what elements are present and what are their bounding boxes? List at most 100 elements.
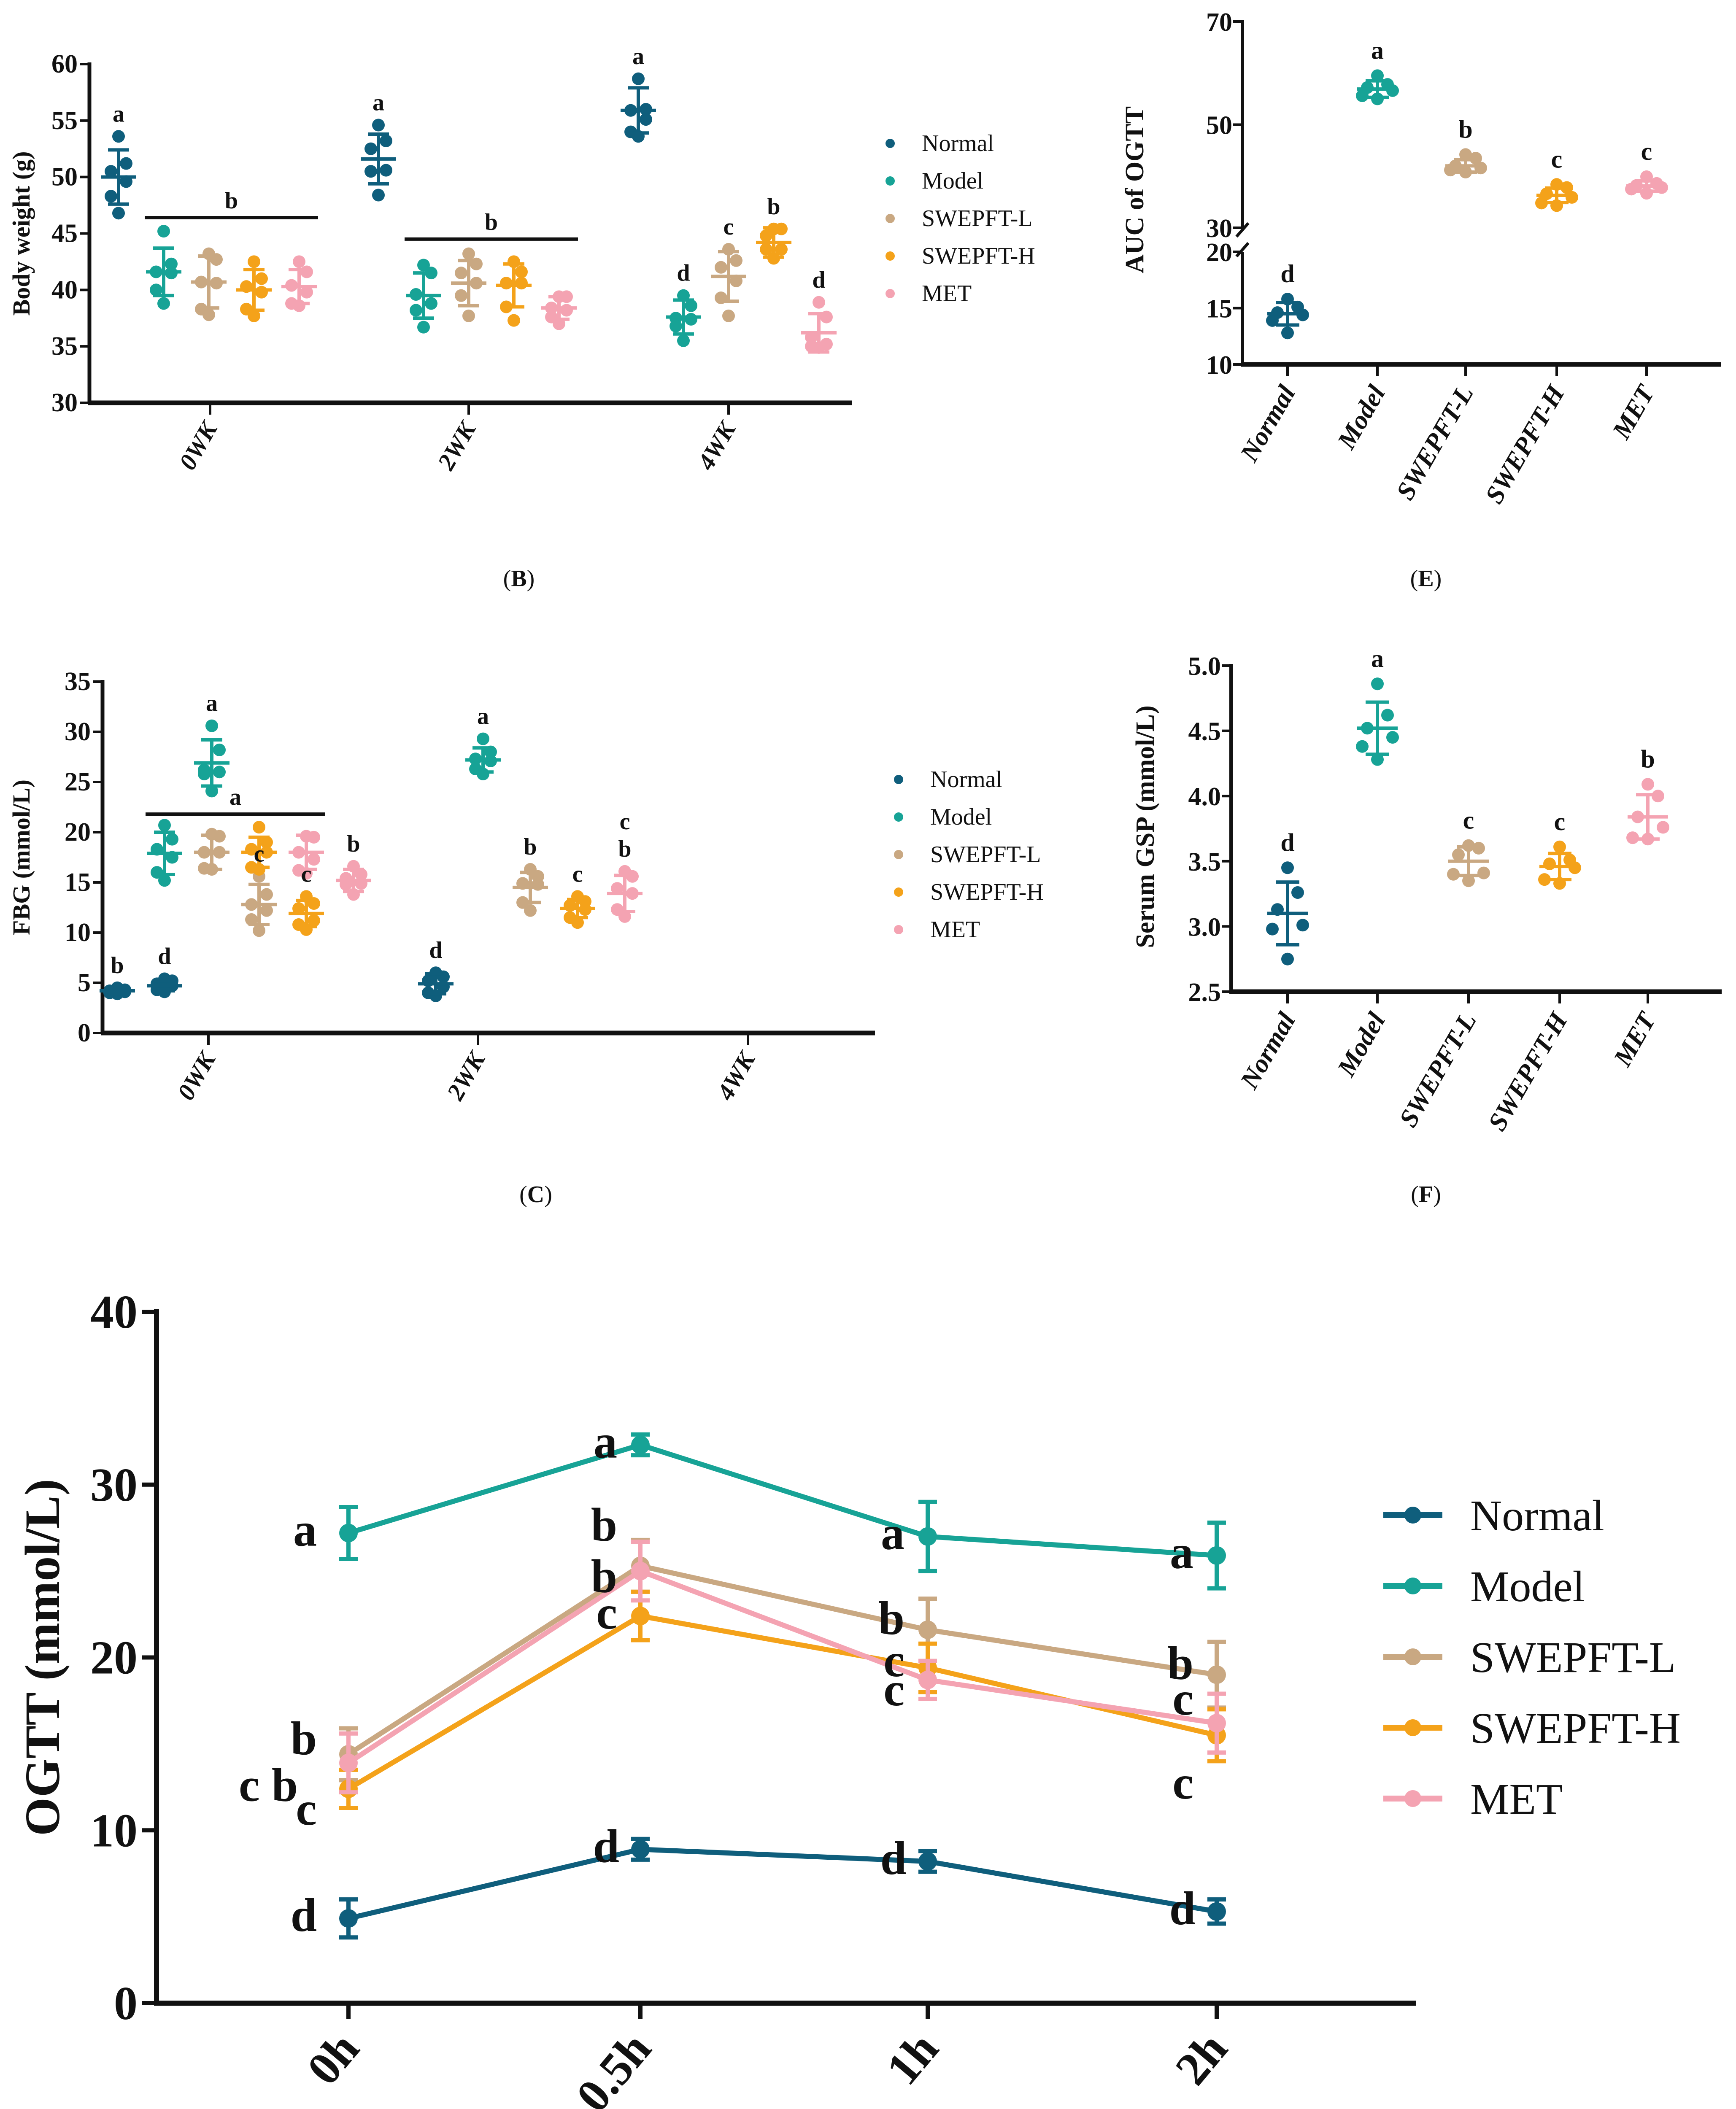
- group-swepft-l-4wk: [513, 863, 548, 917]
- y-tick-label: 25: [65, 768, 91, 796]
- data-point: [300, 286, 313, 299]
- data-point: [1371, 753, 1384, 766]
- y-tick-label: 20: [1206, 238, 1232, 267]
- y-tick-label: 35: [65, 667, 91, 696]
- significance-letter: b: [878, 1592, 904, 1645]
- significance-letter: d: [812, 267, 825, 293]
- data-point: [1459, 148, 1472, 161]
- legend-label: Model: [1470, 1562, 1585, 1611]
- data-point: [760, 229, 772, 242]
- legend-label: SWEPFT-H: [922, 243, 1035, 269]
- significance-letter: d: [291, 1889, 317, 1942]
- data-point: [631, 1435, 650, 1454]
- legend-marker: [1404, 1507, 1421, 1524]
- caption-c-letter: C: [527, 1181, 545, 1208]
- significance-letter: a: [477, 704, 489, 730]
- legend-marker: [894, 812, 903, 822]
- data-point: [1381, 709, 1394, 722]
- data-point: [157, 297, 170, 310]
- legend-label: MET: [922, 280, 972, 307]
- data-point: [253, 924, 265, 937]
- significance-letter: b: [225, 188, 238, 214]
- significance-letter: d: [429, 937, 442, 963]
- y-axis-title: AUC of OGTT: [1120, 106, 1149, 273]
- y-tick-label: 0: [78, 1019, 91, 1047]
- data-point: [677, 334, 690, 347]
- significance-letter: a: [373, 90, 384, 116]
- data-point: [198, 767, 211, 780]
- data-point: [1371, 69, 1384, 82]
- legend-marker: [886, 176, 895, 186]
- legend-item-model: Model: [894, 804, 992, 830]
- group-normal-4wk: [418, 966, 454, 1002]
- data-point: [339, 1753, 358, 1772]
- data-point: [1642, 778, 1654, 791]
- x-tick-label: 0.5h: [566, 2023, 661, 2109]
- y-tick-label: 50: [1206, 111, 1232, 140]
- data-point: [339, 1909, 358, 1928]
- group-model: [1356, 69, 1399, 105]
- legend-item-swepft-h: SWEPFT-H: [894, 879, 1044, 905]
- significance-letter: c: [1463, 806, 1474, 834]
- data-point: [255, 272, 268, 285]
- group-swepft-l: [1447, 839, 1490, 887]
- y-tick-label: 60: [51, 50, 78, 78]
- legend-item-met: MET: [894, 917, 980, 943]
- y-tick-label: 35: [51, 332, 78, 361]
- data-point: [515, 265, 528, 278]
- y-tick-label: 50: [51, 163, 78, 191]
- significance-letter: b: [111, 952, 124, 979]
- data-point: [1447, 868, 1460, 881]
- significance-letter: c: [1554, 808, 1566, 836]
- group-met-4wk: [607, 865, 643, 923]
- data-point: [260, 888, 273, 901]
- legend-item-met: MET: [886, 280, 972, 307]
- group-met-2wk: [336, 860, 371, 901]
- significance-letter: a: [1371, 36, 1384, 64]
- data-point: [1266, 922, 1279, 936]
- data-point: [1452, 848, 1465, 861]
- caption-f: (F): [1411, 1181, 1441, 1208]
- significance-letter: c: [1641, 138, 1652, 165]
- data-point: [248, 255, 260, 268]
- significance-letter: c: [1551, 145, 1563, 173]
- legend-item-model: Model: [886, 168, 983, 194]
- data-point: [150, 283, 162, 297]
- series-normal: [339, 1837, 1226, 1940]
- data-point: [372, 119, 385, 132]
- data-point: [722, 309, 735, 322]
- legend-item-swepft-l: SWEPFT-L: [886, 205, 1032, 232]
- data-point: [1538, 873, 1551, 886]
- group-swepft-h-0wk: [236, 255, 272, 322]
- significance-letter: d: [677, 260, 690, 286]
- y-tick-label: 30: [65, 717, 91, 746]
- data-point: [1281, 861, 1294, 874]
- significance-letter: b: [1167, 1637, 1193, 1689]
- data-point: [105, 190, 117, 203]
- y-tick-label: 4.0: [1188, 782, 1221, 811]
- data-point: [355, 868, 367, 881]
- data-point: [1626, 831, 1639, 844]
- data-point: [308, 914, 320, 927]
- y-tick-label: 10: [90, 1804, 138, 1857]
- data-point: [205, 719, 218, 732]
- data-point: [292, 902, 305, 915]
- data-point: [417, 259, 430, 272]
- caption-e-letter: E: [1418, 566, 1434, 592]
- data-point: [631, 1840, 650, 1859]
- data-point: [165, 257, 178, 270]
- y-tick-label: 30: [90, 1459, 138, 1511]
- y-axis-title: OGTT (mmol/L): [15, 1479, 70, 1836]
- significance-letter: b: [291, 1713, 317, 1765]
- legend-item-swepft-l: SWEPFT-L: [894, 841, 1041, 868]
- legend-marker: [1404, 1719, 1421, 1736]
- group-normal-2wk: [147, 972, 182, 998]
- data-point: [508, 314, 520, 327]
- data-point: [166, 833, 178, 846]
- significance-letter: b: [1641, 745, 1655, 773]
- significance-letter: d: [1280, 828, 1294, 856]
- data-point: [670, 319, 682, 332]
- group-model-4wk: [666, 289, 701, 347]
- data-point: [1207, 1902, 1226, 1921]
